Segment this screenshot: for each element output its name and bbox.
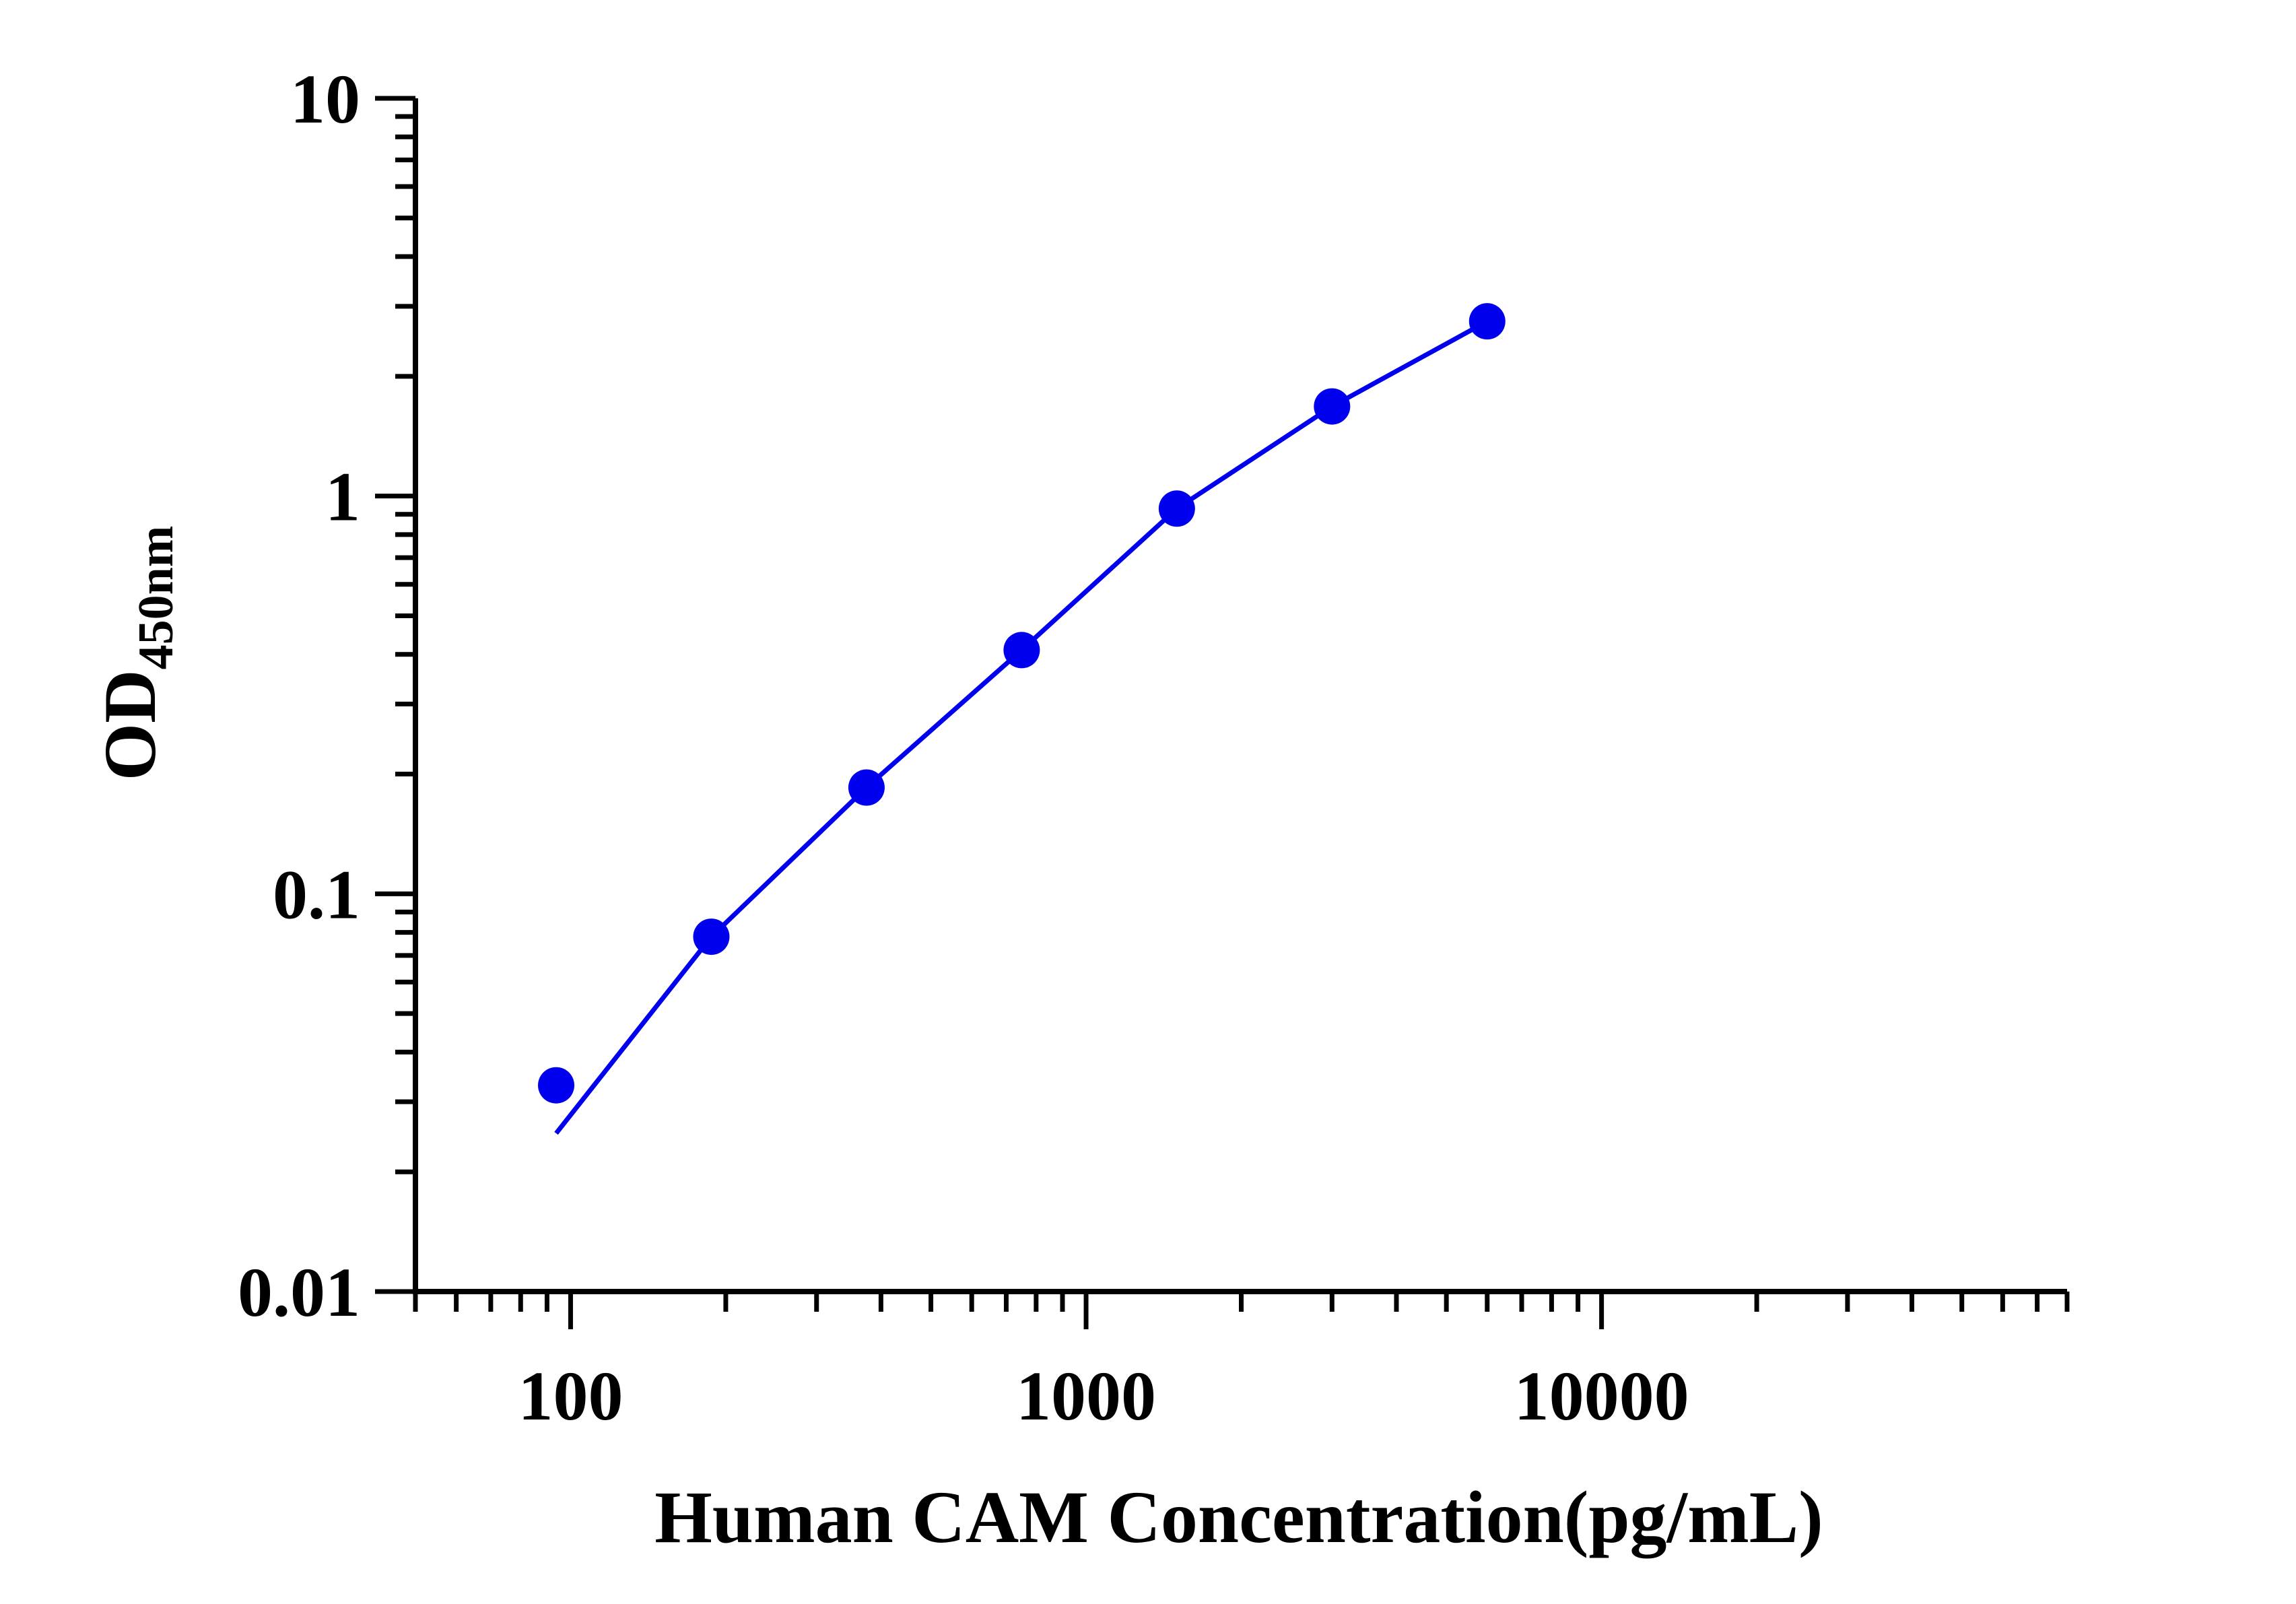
y-axis-title: OD450nm (89, 526, 184, 781)
fit-curve-line (554, 319, 1489, 1135)
data-point (1314, 388, 1351, 425)
y-tick-label: 10 (290, 61, 360, 138)
data-point (1468, 303, 1506, 340)
y-axis: 0.01 0.1 1 10 (238, 61, 418, 1331)
y-tick-label: 0.1 (273, 856, 360, 933)
x-tick-label: 1000 (1016, 1358, 1156, 1435)
data-point (538, 1067, 575, 1104)
data-point (848, 769, 885, 806)
y-axis-title-main: OD (89, 669, 171, 780)
x-tick-label: 10000 (1514, 1358, 1689, 1435)
y-tick-label: 0.01 (238, 1254, 360, 1331)
data-point (1158, 490, 1195, 527)
y-tick-label: 1 (325, 459, 360, 536)
x-tick-label: 100 (518, 1358, 623, 1435)
x-axis-title: Human CAM Concentration(pg/mL) (654, 1476, 1823, 1558)
data-point (1003, 632, 1040, 669)
y-axis-title-subscript: 450nm (129, 526, 184, 670)
fit-curve-group (554, 319, 1489, 1135)
data-points-group (538, 303, 1506, 1104)
x-axis: 100 1000 10000 (413, 1289, 2070, 1435)
data-point (693, 918, 730, 956)
